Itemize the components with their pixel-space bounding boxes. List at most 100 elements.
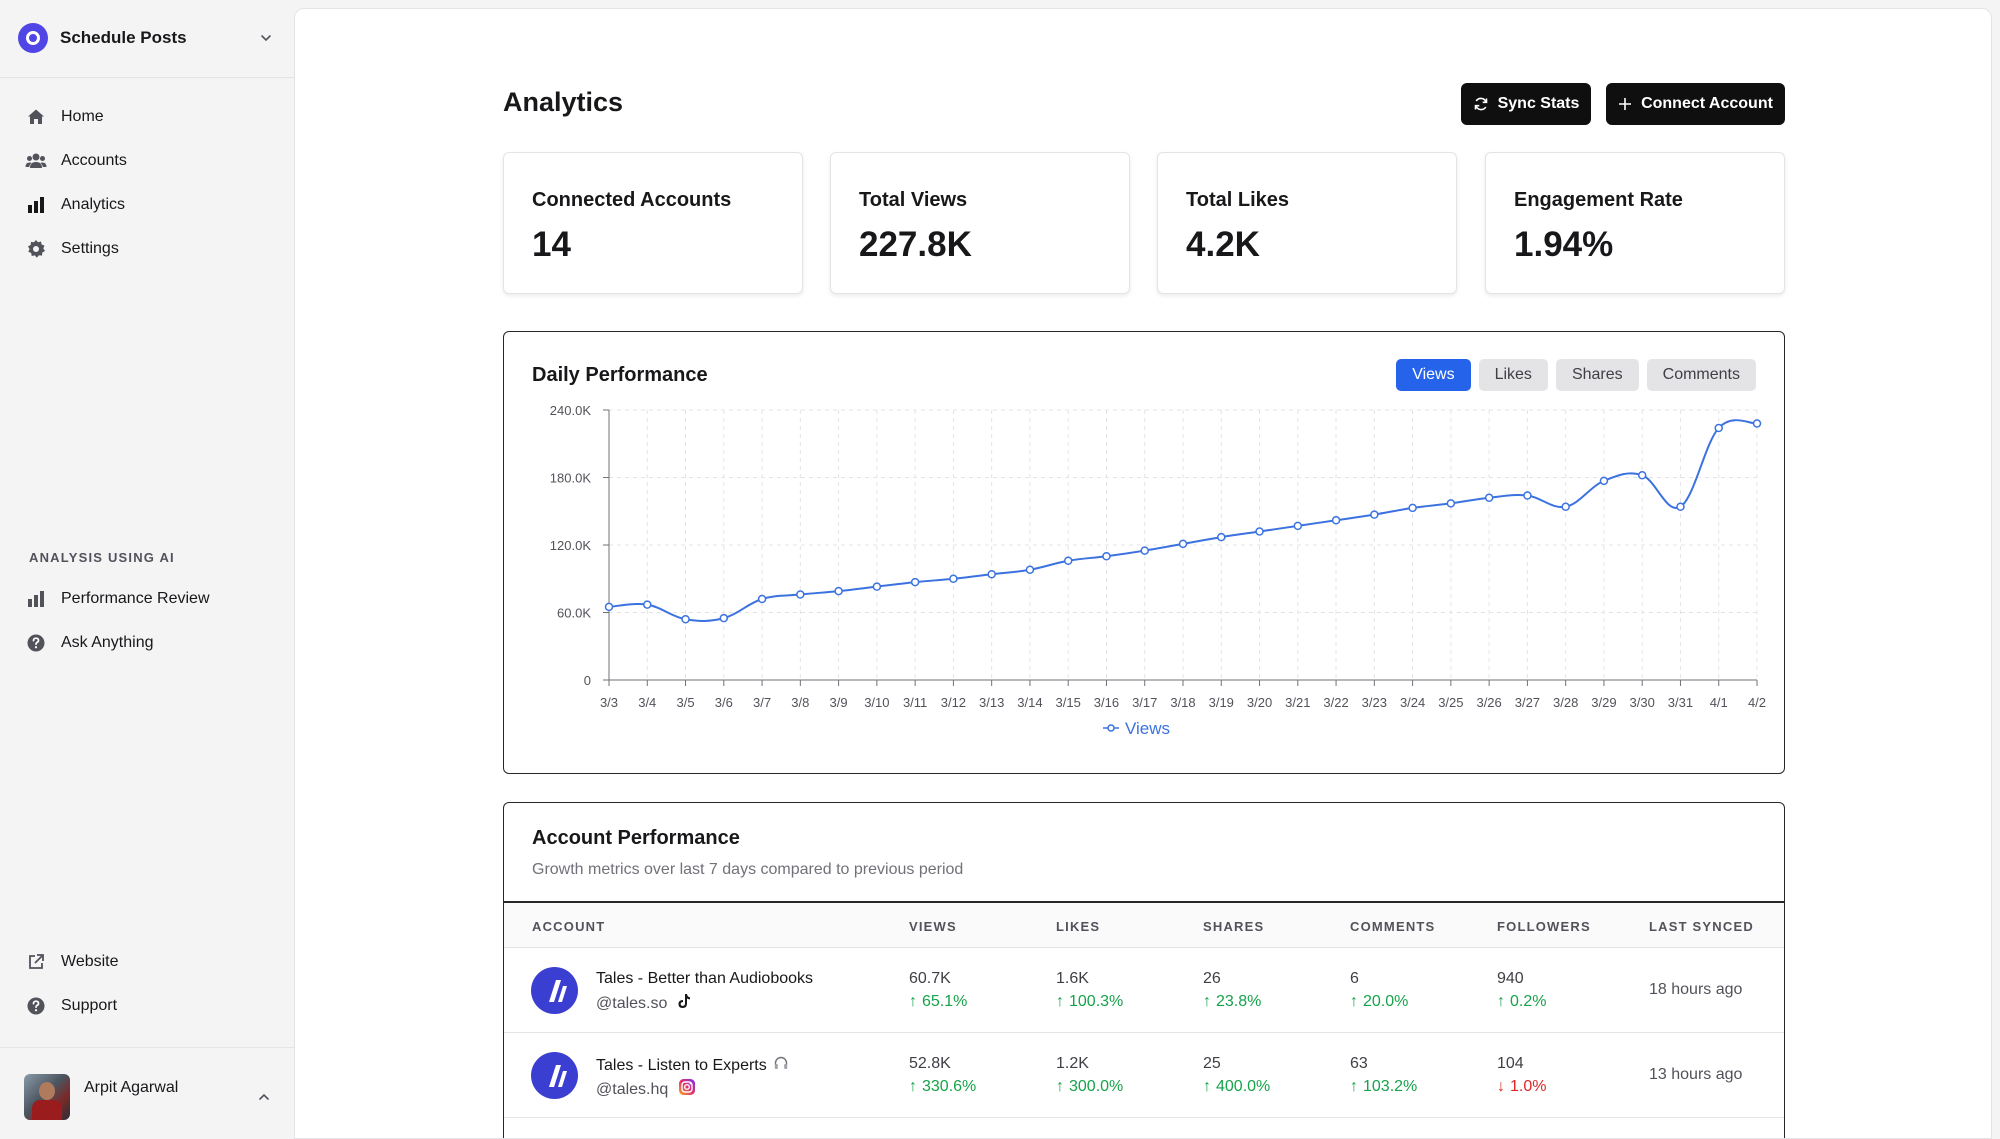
- x-tick-label: 3/30: [1630, 695, 1655, 710]
- data-point: [1102, 552, 1111, 561]
- stat-value: 1.94%: [1514, 225, 1614, 264]
- followers-change-text: 0.2%: [1510, 993, 1547, 1010]
- stat-label: Total Views: [859, 189, 968, 211]
- daily-performance-title: Daily Performance: [532, 364, 708, 386]
- sidebar-item-label: Settings: [61, 240, 119, 257]
- table-header: ACCOUNT VIEWS LIKES SHARES COMMENTS FOLL…: [504, 901, 1784, 948]
- arrow-up-icon: ↑: [1056, 993, 1064, 1010]
- sidebar-item-analytics[interactable]: Analytics: [0, 183, 294, 227]
- sidebar-item-accounts[interactable]: Accounts: [0, 139, 294, 183]
- shares-value: 25: [1203, 1055, 1221, 1072]
- stat-value: 14: [532, 225, 571, 264]
- users-icon: [24, 149, 48, 173]
- sidebar: Schedule Posts Home Accounts Analytics: [0, 0, 294, 1139]
- data-point: [1140, 546, 1149, 555]
- tab-comments[interactable]: Comments: [1646, 359, 1756, 391]
- followers-change-text: 1.0%: [1510, 1078, 1547, 1095]
- x-tick-label: 3/5: [676, 695, 694, 710]
- external-link-icon: [24, 950, 48, 974]
- comments-change-text: 20.0%: [1363, 993, 1409, 1010]
- data-point: [949, 574, 958, 583]
- data-point: [1561, 502, 1570, 511]
- legend-swatch-marker: [1107, 724, 1115, 732]
- comments-value: 63: [1350, 1055, 1368, 1072]
- likes-change-text: 100.3%: [1069, 993, 1124, 1010]
- shares-change: ↑ 23.8%: [1203, 993, 1261, 1011]
- sidebar-item-settings[interactable]: Settings: [0, 227, 294, 271]
- data-point: [1446, 499, 1456, 508]
- data-point: [910, 577, 920, 587]
- sidebar-item-performance-review[interactable]: Performance Review: [0, 577, 294, 621]
- bar-chart-icon: [24, 193, 48, 217]
- stat-label: Total Likes: [1186, 189, 1289, 211]
- views-change-text: 330.6%: [922, 1078, 977, 1095]
- column-header-likes: LIKES: [1056, 919, 1101, 934]
- likes-change: ↑ 100.3%: [1056, 993, 1123, 1011]
- shares-change: ↑ 400.0%: [1203, 1078, 1270, 1096]
- views-change-text: 65.1%: [922, 993, 968, 1010]
- x-tick-label: 4/2: [1748, 695, 1766, 710]
- data-point: [1063, 556, 1073, 565]
- stat-card-connected-accounts: Connected Accounts 14: [503, 152, 803, 294]
- ai-nav: Performance Review Ask Anything: [0, 577, 294, 665]
- table-row[interactable]: Tales - Listen to Experts @tales.hq 52.8…: [504, 1033, 1784, 1118]
- sidebar-item-label: Website: [61, 953, 119, 970]
- tab-shares[interactable]: Shares: [1555, 359, 1639, 391]
- sidebar-item-home[interactable]: Home: [0, 95, 294, 139]
- stat-card-total-views: Total Views 227.8K: [830, 152, 1130, 294]
- arrow-up-icon: ↑: [1497, 993, 1505, 1010]
- views-value: 52.8K: [909, 1055, 951, 1072]
- data-point: [1523, 491, 1532, 500]
- avatar: [24, 1074, 70, 1120]
- arrow-up-icon: ↑: [1203, 993, 1211, 1010]
- sidebar-item-website[interactable]: Website: [0, 940, 294, 984]
- column-header-last-synced: LAST SYNCED: [1649, 919, 1754, 934]
- data-point: [872, 582, 882, 591]
- help-circle-icon: [24, 631, 48, 655]
- data-point: [1255, 527, 1264, 536]
- comments-change-text: 103.2%: [1363, 1078, 1418, 1095]
- y-tick-label: 60.0K: [557, 606, 591, 621]
- x-tick-label: 3/26: [1476, 695, 1501, 710]
- x-tick-label: 3/13: [979, 695, 1004, 710]
- account-handle-text: @tales.so: [596, 994, 668, 1012]
- tab-views[interactable]: Views: [1396, 359, 1471, 391]
- x-tick-label: 3/4: [638, 695, 656, 710]
- user-menu[interactable]: Arpit Agarwal: [24, 1073, 274, 1121]
- x-tick-label: 3/16: [1094, 695, 1119, 710]
- last-synced: 13 hours ago: [1649, 1066, 1743, 1083]
- workspace-switcher[interactable]: Schedule Posts: [18, 20, 276, 56]
- data-point: [1370, 510, 1379, 519]
- account-performance-panel: Account Performance Growth metrics over …: [503, 802, 1785, 1138]
- connect-account-button[interactable]: Connect Account: [1606, 83, 1785, 125]
- shares-change-text: 23.8%: [1216, 993, 1262, 1010]
- sync-stats-label: Sync Stats: [1497, 95, 1580, 112]
- followers-value: 104: [1497, 1055, 1524, 1072]
- chevron-up-icon: [254, 1087, 274, 1107]
- sidebar-item-ask-anything[interactable]: Ask Anything: [0, 621, 294, 665]
- chevron-down-icon: [256, 28, 276, 48]
- stat-value: 227.8K: [859, 225, 972, 264]
- data-point: [987, 570, 996, 579]
- table-row[interactable]: Tales - Better than Audiobooks @tales.so…: [504, 948, 1784, 1033]
- arrow-up-icon: ↑: [1056, 1078, 1064, 1095]
- x-tick-label: 3/15: [1056, 695, 1081, 710]
- data-point: [604, 602, 614, 612]
- data-point: [1178, 539, 1188, 549]
- data-point: [1217, 532, 1226, 542]
- x-tick-label: 3/12: [941, 695, 966, 710]
- sidebar-item-label: Home: [61, 108, 104, 125]
- tab-likes[interactable]: Likes: [1478, 359, 1548, 391]
- page-title: Analytics: [503, 87, 624, 117]
- views-change: ↑ 330.6%: [909, 1078, 976, 1096]
- metric-tabs: Views Likes Shares Comments: [1396, 359, 1756, 391]
- sidebar-divider: [0, 1047, 294, 1048]
- sidebar-item-label: Analytics: [61, 196, 126, 213]
- x-tick-label: 3/8: [791, 695, 809, 710]
- sidebar-item-support[interactable]: Support: [0, 984, 294, 1028]
- shares-value: 26: [1203, 970, 1221, 987]
- sync-stats-button[interactable]: Sync Stats: [1461, 83, 1591, 125]
- arrow-up-icon: ↑: [1350, 1078, 1358, 1095]
- x-tick-label: 3/10: [864, 695, 889, 710]
- last-synced: 18 hours ago: [1649, 981, 1743, 998]
